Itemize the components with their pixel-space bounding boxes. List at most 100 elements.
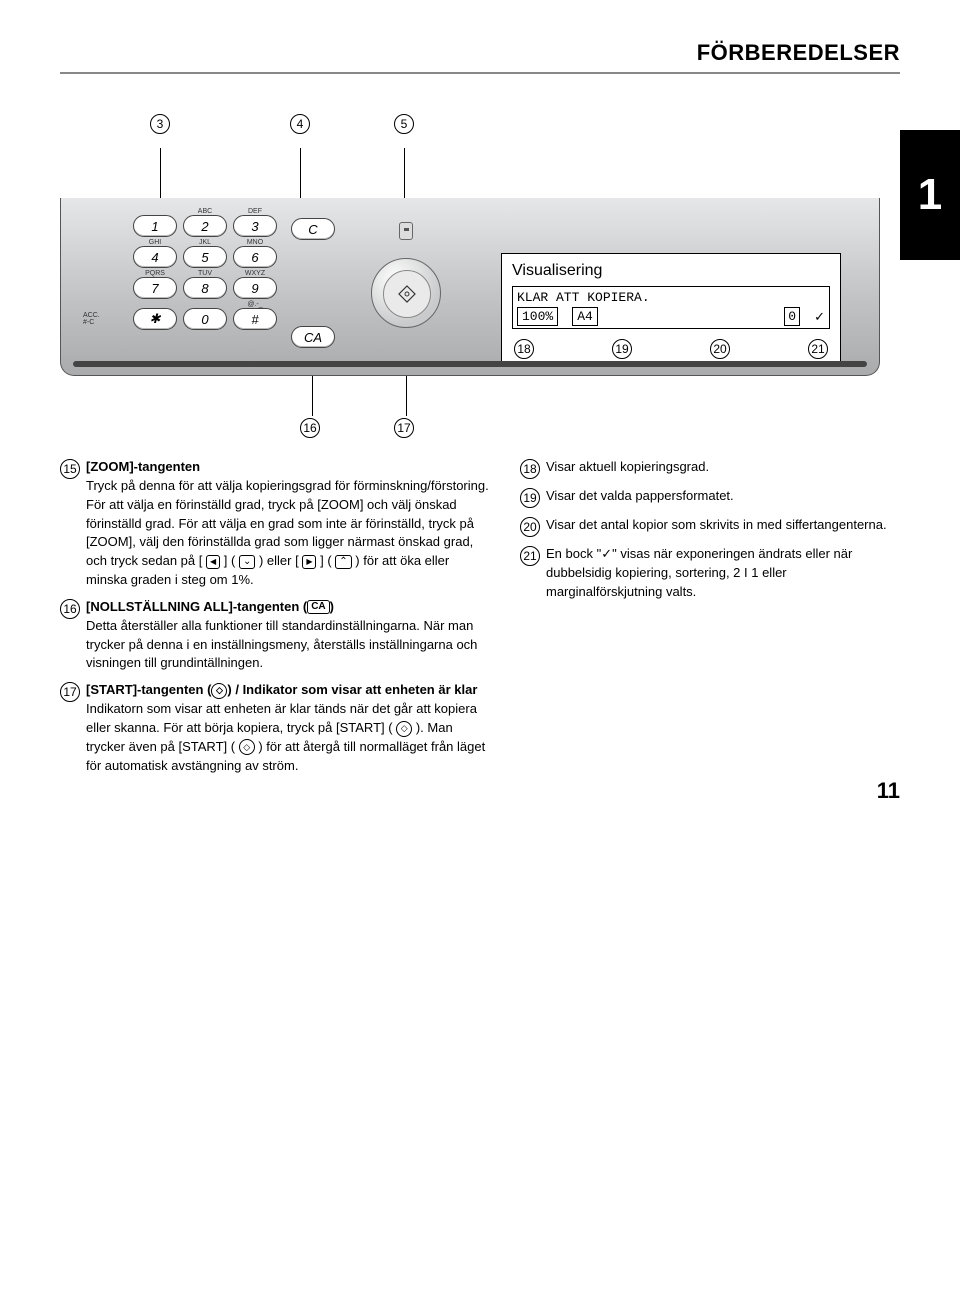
item-title: [START]-tangenten (◇) / Indikator som vi… [86, 682, 477, 697]
item-title-text: ) [330, 599, 334, 614]
zoom-down-key: ⌄ [239, 555, 255, 569]
item-15: 15 [ZOOM]-tangenten Tryck på denna för a… [60, 458, 490, 590]
keypad-labels: PQRS TUV WXYZ [133, 270, 261, 277]
ref-20: 20 [710, 339, 730, 359]
key-ca[interactable]: CA [291, 326, 335, 348]
key-label: ABC [183, 208, 227, 215]
keypad-row: ACC. #-C ✱ 0 # [83, 308, 261, 330]
leader-line [312, 376, 313, 416]
ref-3: 3 [150, 114, 170, 134]
item-text: Visar det antal kopior som skrivits in m… [546, 516, 887, 537]
item-body: [ZOOM]-tangenten Tryck på denna för att … [86, 458, 490, 590]
key-c[interactable]: C [291, 218, 335, 240]
ref-19b: 19 [520, 488, 540, 508]
keypad-labels: ABC DEF [133, 208, 261, 215]
keypad-row: 4 5 6 [133, 246, 261, 268]
lcd-line1: KLAR ATT KOPIERA. [517, 289, 825, 307]
ref-18: 18 [514, 339, 534, 359]
key-6[interactable]: 6 [233, 246, 277, 268]
key-2[interactable]: 2 [183, 215, 227, 237]
ca-key-icon: CA [307, 600, 329, 614]
item-body: En bock "✓" visas när exponeringen ändra… [546, 545, 890, 602]
key-1[interactable]: 1 [133, 215, 177, 237]
left-arrow-key [206, 555, 220, 569]
lcd-paper: A4 [572, 307, 598, 327]
key-label: TUV [183, 270, 227, 277]
key-5[interactable]: 5 [183, 246, 227, 268]
lcd-zoom: 100% [517, 307, 558, 327]
keypad: ABC DEF 1 2 3 GHI JKL MNO 4 5 6 PQRS TUV [81, 208, 261, 332]
zoom-up-key: ⌃ [335, 555, 351, 569]
lcd-count: 0 [784, 307, 800, 327]
item-text: En bock " [546, 546, 601, 561]
item-text: Detta återställer alla funktioner till s… [86, 618, 477, 671]
item-17: 17 [START]-tangenten (◇) / Indikator som… [60, 681, 490, 775]
ref-17b: 17 [60, 682, 80, 702]
ref-18b: 18 [520, 459, 540, 479]
key-label: WXYZ [233, 270, 277, 277]
ref-16b: 16 [60, 599, 80, 619]
item-18: 18 Visar aktuell kopieringsgrad. [520, 458, 890, 479]
item-title-text: ) / Indikator som visar att enheten är k… [227, 682, 477, 697]
start-icon: ◇ [396, 721, 412, 737]
key-label: MNO [233, 239, 277, 246]
column-left: 15 [ZOOM]-tangenten Tryck på denna för a… [60, 458, 490, 784]
leader-line [160, 148, 161, 198]
item-title: [NOLLSTÄLLNING ALL]-tangenten (CA) [86, 599, 334, 614]
leader-line [404, 148, 405, 198]
key-hash[interactable]: # [233, 308, 277, 330]
header-title: FÖRBEREDELSER [60, 40, 900, 66]
key-7[interactable]: 7 [133, 277, 177, 299]
diamond-icon [397, 284, 417, 304]
key-label [133, 208, 177, 215]
panel-strip [73, 361, 867, 367]
start-button[interactable] [383, 270, 431, 318]
lcd-screen: KLAR ATT KOPIERA. 100% A4 0 ✓ [512, 286, 830, 329]
top-reference-labels: 3 4 5 [60, 114, 900, 138]
display-title: Visualisering [512, 262, 830, 280]
key-label: @.-_ [233, 301, 277, 308]
bottom-reference-labels: 16 17 [300, 418, 414, 438]
leader-line [300, 148, 301, 198]
keypad-labels: GHI JKL MNO [133, 239, 261, 246]
key-9[interactable]: 9 [233, 277, 277, 299]
right-arrow-key [302, 555, 316, 569]
key-3[interactable]: 3 [233, 215, 277, 237]
ref-16: 16 [300, 418, 320, 438]
keypad-row: 7 8 9 [133, 277, 261, 299]
item-text: Visar det valda pappersformatet. [546, 487, 734, 508]
key-label: PQRS [133, 270, 177, 277]
ref-4: 4 [290, 114, 310, 134]
item-title: [ZOOM]-tangenten [86, 459, 200, 474]
leader-line [406, 376, 407, 416]
printer-panel: ABC DEF 1 2 3 GHI JKL MNO 4 5 6 PQRS TUV [60, 198, 880, 376]
display-ref-labels: 18 19 20 21 [512, 339, 830, 359]
item-title-text: [START]-tangenten ( [86, 682, 211, 697]
key-4[interactable]: 4 [133, 246, 177, 268]
led-indicator [399, 222, 413, 240]
key-0[interactable]: 0 [183, 308, 227, 330]
key-label: DEF [233, 208, 277, 215]
lcd-check-icon: ✓ [814, 308, 825, 326]
page-number: 11 [877, 778, 900, 804]
ref-5: 5 [394, 114, 414, 134]
keypad-row: 1 2 3 [133, 215, 261, 237]
ref-19: 19 [612, 339, 632, 359]
item-text: ) eller [ [259, 553, 299, 568]
item-19: 19 Visar det valda pappersformatet. [520, 487, 890, 508]
start-icon: ◇ [211, 683, 227, 699]
header-rule [60, 72, 900, 74]
key-star[interactable]: ✱ [133, 308, 177, 330]
display-box: Visualisering KLAR ATT KOPIERA. 100% A4 … [501, 253, 841, 366]
start-button-outer [371, 258, 441, 328]
item-20: 20 Visar det antal kopior som skrivits i… [520, 516, 890, 537]
item-title-text: [NOLLSTÄLLNING ALL]-tangenten ( [86, 599, 307, 614]
ref-17: 17 [394, 418, 414, 438]
column-right: 18 Visar aktuell kopieringsgrad. 19 Visa… [520, 458, 890, 784]
acc-label: ACC. #-C [83, 308, 127, 330]
key-label: GHI [133, 239, 177, 246]
page-header: FÖRBEREDELSER [60, 40, 900, 74]
key-8[interactable]: 8 [183, 277, 227, 299]
lcd-line2: 100% A4 0 ✓ [517, 307, 825, 327]
item-16: 16 [NOLLSTÄLLNING ALL]-tangenten (CA) De… [60, 598, 490, 673]
